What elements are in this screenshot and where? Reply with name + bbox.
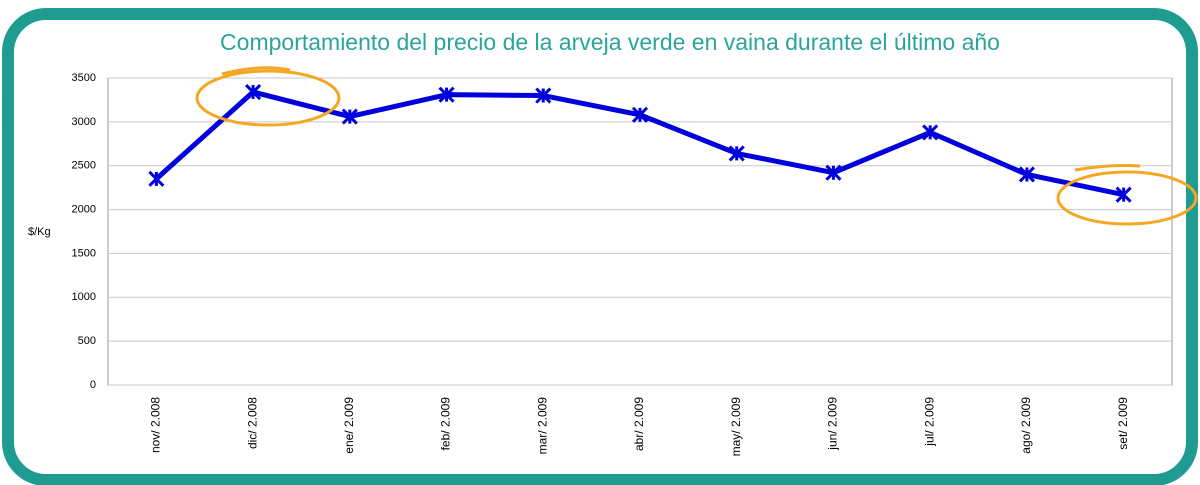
marker bbox=[922, 124, 939, 141]
marker bbox=[1018, 166, 1035, 183]
y-tick-label: 2500 bbox=[72, 160, 96, 172]
marker bbox=[438, 86, 455, 103]
x-tick-label: set/ 2.009 bbox=[1116, 397, 1130, 450]
x-tick-label: jun/ 2.009 bbox=[826, 397, 840, 451]
y-tick-label: 0 bbox=[90, 379, 96, 391]
marker bbox=[631, 106, 649, 123]
marker bbox=[245, 83, 262, 101]
x-tick-label: jul/ 2.009 bbox=[922, 397, 936, 447]
marker bbox=[535, 87, 552, 104]
y-tick-label: 1500 bbox=[72, 247, 96, 259]
chart-title: Comportamiento del precio de la arveja v… bbox=[220, 29, 1000, 55]
highlight-stroke bbox=[221, 66, 291, 76]
y-tick-label: 2000 bbox=[72, 203, 96, 215]
x-tick-label: nov/ 2.008 bbox=[149, 397, 163, 453]
y-tick-label: 3000 bbox=[72, 116, 96, 128]
x-tick-label: abr/ 2.009 bbox=[632, 397, 646, 451]
marker bbox=[341, 108, 358, 125]
y-tick-label: 1000 bbox=[72, 291, 96, 303]
highlight-stroke bbox=[1074, 164, 1141, 172]
highlight-circle bbox=[195, 69, 341, 127]
marker bbox=[728, 145, 745, 162]
y-tick-label: 3500 bbox=[72, 72, 96, 84]
x-tick-label: feb/ 2.009 bbox=[439, 397, 453, 451]
marker bbox=[148, 170, 165, 187]
marker bbox=[1115, 186, 1132, 203]
x-tick-label: may/ 2.009 bbox=[729, 397, 743, 457]
plot-area bbox=[107, 77, 1173, 386]
highlight-circle bbox=[1056, 170, 1198, 226]
x-tick-label: mar/ 2.009 bbox=[535, 397, 549, 455]
y-axis-label: $/Kg bbox=[28, 226, 51, 238]
marker bbox=[825, 164, 842, 181]
x-tick-label: ene/ 2.009 bbox=[342, 397, 356, 454]
y-tick-label: 500 bbox=[78, 335, 96, 347]
x-tick-label: ago/ 2.009 bbox=[1019, 397, 1033, 454]
x-tick-label: dic/ 2.008 bbox=[245, 397, 259, 449]
